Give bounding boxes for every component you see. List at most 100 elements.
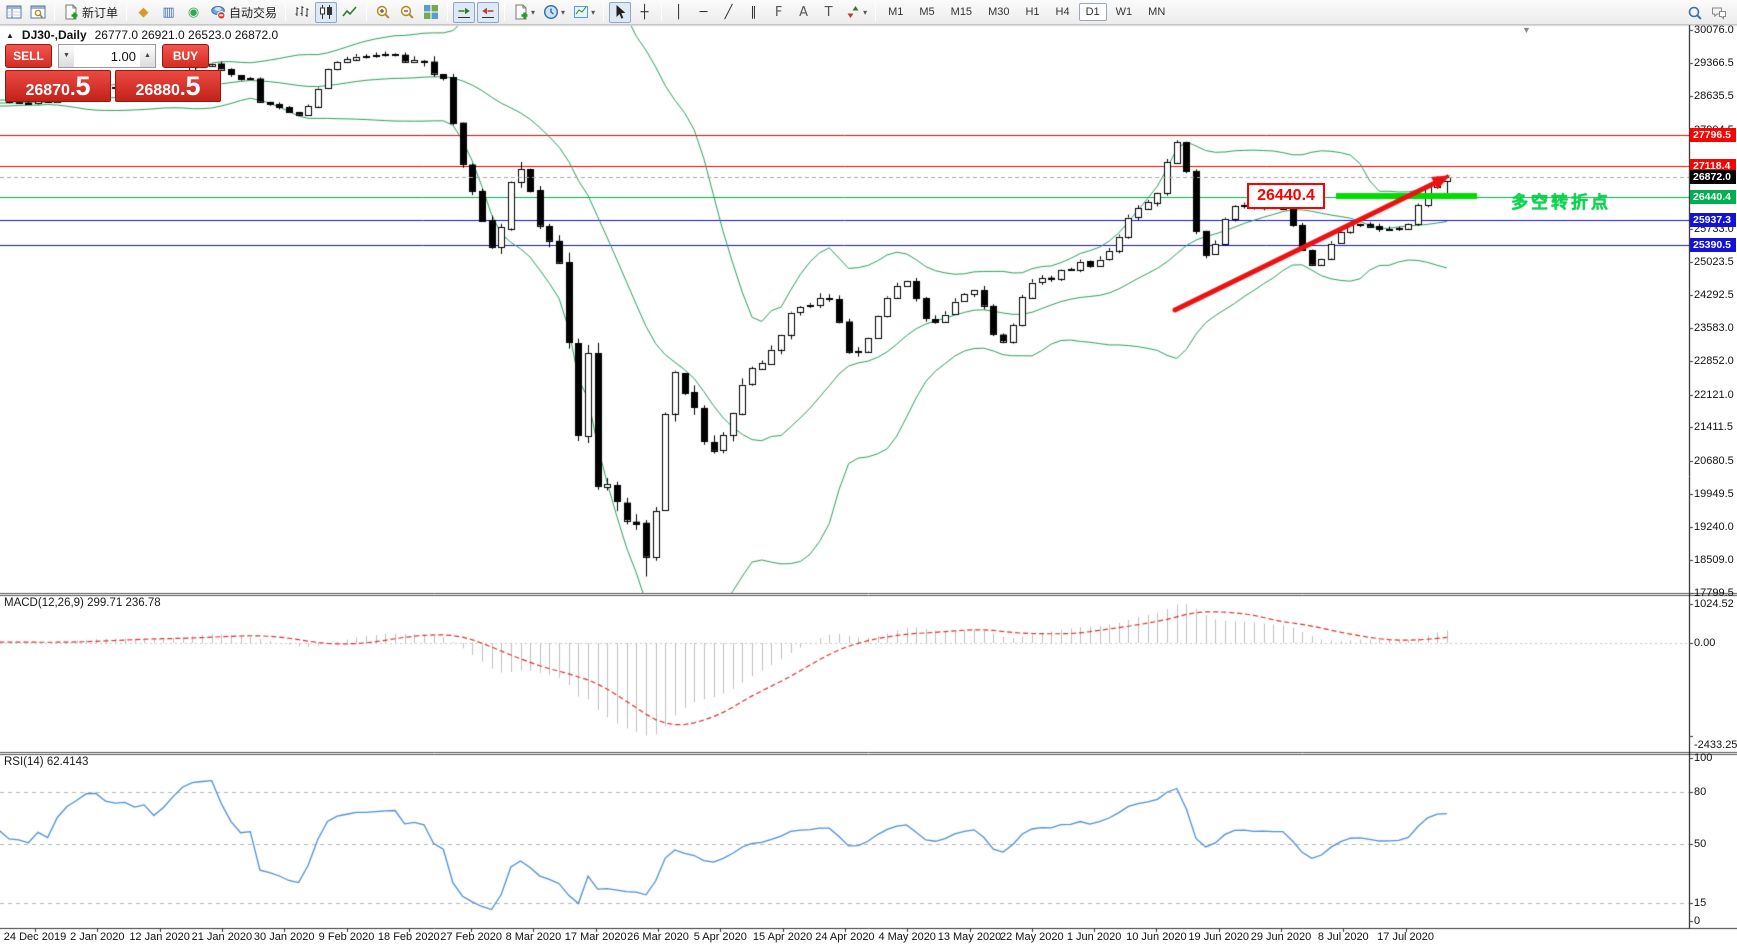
- rsi-indicator-label: RSI(14) 62.4143: [4, 756, 89, 768]
- price-tick-label: 19240.0: [1694, 520, 1734, 533]
- zoom-in-icon[interactable]: [372, 2, 394, 23]
- new-order-icon[interactable]: 新订单: [60, 2, 121, 23]
- zoom-in-icon: [375, 4, 391, 20]
- zoom-out-icon[interactable]: [396, 2, 418, 23]
- period-clock-icon[interactable]: ▾: [540, 2, 568, 23]
- date-label: 13 May 2020: [937, 931, 1002, 943]
- arrows-icon[interactable]: ▾: [842, 2, 870, 23]
- new-order-icon: [63, 4, 79, 20]
- price-tick-label: 23583.0: [1694, 321, 1734, 334]
- timeframe-button-MN[interactable]: MN: [1148, 6, 1166, 18]
- toolbar-group: ◆ ▥ ◉ 自动交易: [131, 0, 281, 25]
- trendline-icon[interactable]: ╱: [717, 2, 740, 23]
- tile-windows-icon[interactable]: [420, 2, 442, 23]
- chevron-down-icon[interactable]: ▾: [561, 7, 566, 17]
- sell-price-big-digit: 5: [75, 71, 91, 101]
- line-chart-icon[interactable]: [339, 2, 361, 23]
- timeframe-button-M30[interactable]: M30: [988, 6, 1010, 18]
- horizontal-line-icon[interactable]: ─: [692, 2, 715, 23]
- profiles-icon[interactable]: ▾: [570, 2, 598, 23]
- metaeditor-icon[interactable]: ◆: [132, 2, 155, 23]
- date-label: 19 Jun 2020: [1188, 931, 1249, 943]
- date-label: 17 Mar 2020: [564, 931, 627, 943]
- price-tick-label: 22852.0: [1694, 355, 1734, 368]
- rsi-axis-label: 0: [1694, 915, 1701, 927]
- buy-button[interactable]: BUY: [162, 44, 209, 68]
- autotrading-icon[interactable]: 自动交易: [207, 2, 280, 23]
- chevron-down-icon[interactable]: ▾: [531, 7, 536, 17]
- volume-decrease-button[interactable]: ▼: [59, 45, 74, 67]
- price-tick-label: 22121.0: [1694, 388, 1734, 401]
- trade-panel-prices: 26870 . 5 26880 . 5: [5, 70, 223, 102]
- text-label-icon[interactable]: T: [817, 2, 840, 23]
- date-label: 8 Mar 2020: [505, 931, 562, 943]
- price-level-annotation[interactable]: 26440.4: [1247, 183, 1325, 209]
- timeframe-button-H1[interactable]: H1: [1025, 6, 1040, 18]
- date-label: 18 Feb 2020: [377, 931, 440, 943]
- equidistant-channel-icon[interactable]: ∥: [742, 2, 765, 23]
- macd-indicator-label: MACD(12,26,9) 299.71 236.78: [4, 597, 161, 609]
- price-tick-label: 20680.5: [1694, 454, 1734, 467]
- timeframe-button-W1[interactable]: W1: [1115, 6, 1133, 18]
- text-icon[interactable]: A: [792, 2, 815, 23]
- chevron-down-icon[interactable]: ▾: [591, 7, 596, 17]
- sell-price[interactable]: 26870 . 5: [5, 70, 111, 102]
- toolbar-group: [290, 0, 362, 25]
- price-tag: 25390.5: [1690, 237, 1736, 252]
- timeframe-button-M5[interactable]: M5: [919, 6, 935, 18]
- timeframe-button-M15[interactable]: M15: [950, 6, 973, 18]
- date-label: 8 Jul 2020: [1317, 931, 1369, 943]
- crosshair-icon[interactable]: ┼: [633, 2, 656, 23]
- toolbar-group: [2, 0, 50, 25]
- timeframe-button-H4[interactable]: H4: [1055, 6, 1070, 18]
- date-label: 30 Jan 2020: [253, 931, 315, 943]
- macd-axis-label: -2433.25: [1694, 739, 1737, 751]
- toolbar-group: [371, 0, 443, 25]
- cursor-icon[interactable]: [609, 1, 632, 23]
- market-watch-icon[interactable]: [3, 2, 25, 23]
- chart-title: ▲ DJ30-,Daily 26777.0 26921.0 26523.0 26…: [6, 28, 278, 42]
- depth-of-market-icon: ▥: [162, 4, 175, 20]
- rsi-axis-label: 50: [1694, 837, 1707, 850]
- timeframe-button-D1[interactable]: D1: [1078, 3, 1107, 21]
- volume-increase-button[interactable]: ▲: [140, 45, 155, 67]
- chart-shift-icon[interactable]: [477, 1, 500, 23]
- date-label: 24 Apr 2020: [815, 931, 875, 943]
- buy-price[interactable]: 26880 . 5: [115, 70, 221, 102]
- rsi-axis-label: 15: [1694, 897, 1707, 910]
- toolbar-separator: [875, 3, 877, 21]
- toolbar-separator: [661, 3, 663, 21]
- signals-icon[interactable]: ◉: [182, 2, 205, 23]
- auto-scroll-icon[interactable]: [453, 1, 476, 23]
- depth-of-market-icon[interactable]: ▥: [157, 2, 180, 23]
- search-icon[interactable]: [1684, 2, 1706, 23]
- chevron-down-icon[interactable]: ▾: [863, 7, 868, 17]
- autotrading-label: 自动交易: [229, 5, 278, 20]
- date-label: 15 Apr 2020: [752, 931, 813, 943]
- fibonacci-icon: F: [774, 4, 783, 20]
- ohlc-values: 26777.0 26921.0 26523.0 26872.0: [94, 28, 279, 42]
- chat-icon[interactable]: [1708, 2, 1730, 23]
- price-tick-label: 17799.5: [1694, 587, 1734, 599]
- horizontal-line-icon: ─: [699, 4, 708, 20]
- volume-input[interactable]: [74, 45, 140, 67]
- sell-button[interactable]: SELL: [5, 44, 52, 68]
- autotrading-icon: [210, 4, 226, 20]
- buy-price-big-digit: 5: [185, 71, 201, 101]
- toolbar-group: │ ─ ╱ ∥ F A T ▾: [666, 0, 871, 25]
- bar-chart-icon[interactable]: [291, 2, 313, 23]
- timeframe-button-M1[interactable]: M1: [888, 6, 904, 18]
- panel-collapse-icon[interactable]: ▲: [6, 30, 14, 40]
- vertical-line-icon[interactable]: │: [667, 2, 690, 23]
- fibonacci-icon[interactable]: F: [767, 2, 790, 23]
- arrows-icon: [845, 4, 861, 20]
- candlestick-chart-icon[interactable]: [315, 1, 338, 23]
- chart-shift-marker-icon[interactable]: ▼: [1522, 25, 1531, 35]
- navigator-icon[interactable]: [27, 2, 49, 23]
- date-label: 5 Apr 2020: [693, 931, 747, 943]
- new-chart-icon[interactable]: ▾: [510, 2, 538, 23]
- price-tick-label: 29366.5: [1694, 56, 1734, 69]
- price-tick-label: 25023.5: [1694, 255, 1734, 268]
